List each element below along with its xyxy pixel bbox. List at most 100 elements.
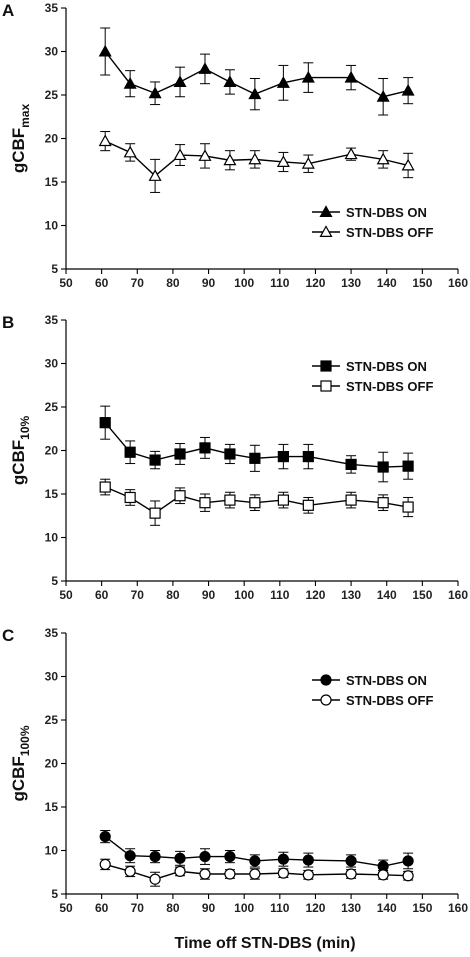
series-off [99, 858, 414, 887]
data-point [402, 501, 414, 513]
x-tick-label: 150 [412, 588, 432, 602]
legend-marker [320, 380, 332, 392]
y-tick-label: 15 [45, 487, 59, 501]
series-on [99, 405, 414, 483]
data-point [149, 873, 161, 885]
data-point [124, 850, 136, 862]
panel-a: 5 10 15 20 25 30 35 50 60 70 80 90 100 110 120 130 140 15… [2, 1, 468, 290]
data-point [277, 867, 289, 879]
data-point [249, 855, 261, 867]
panel-label: B [2, 313, 14, 332]
y-tick-label: 15 [45, 175, 59, 189]
data-point [149, 850, 161, 863]
data-point [345, 855, 357, 867]
x-tick-label: 60 [95, 901, 109, 915]
y-tick-label: 30 [45, 357, 59, 371]
x-tick-label: 140 [377, 901, 397, 915]
data-point [99, 417, 111, 429]
data-point [344, 70, 358, 83]
data-point [173, 75, 187, 87]
y-tick-label: 10 [45, 844, 59, 858]
data-point [402, 855, 414, 867]
data-point [224, 494, 236, 506]
data-point [376, 90, 390, 102]
data-point [224, 448, 236, 460]
series-line [104, 51, 409, 98]
chart-panels: 5 10 15 20 25 30 35 50 60 70 80 90 100 110 120 130 140 15… [2, 1, 468, 915]
x-tick-label: 130 [341, 901, 361, 915]
x-tick-label: 100 [234, 588, 254, 602]
data-point [123, 76, 137, 89]
y-tick-label: 5 [51, 574, 58, 588]
data-point [174, 865, 186, 877]
legend: STN-DBS ON STN-DBS OFF [312, 673, 433, 708]
y-tick-label: 25 [45, 400, 59, 414]
y-tick-label: 15 [45, 800, 59, 814]
y-tick-label: 20 [45, 444, 59, 458]
legend-marker [319, 225, 333, 237]
data-point [124, 446, 136, 458]
x-tick-label: 150 [412, 901, 432, 915]
data-point [345, 494, 357, 506]
x-tick-label: 80 [166, 901, 180, 915]
x-tick-label: 90 [202, 901, 216, 915]
data-point [223, 153, 237, 166]
series-on [98, 27, 415, 116]
data-point [248, 87, 262, 100]
y-tick-label: 5 [51, 887, 58, 901]
legend-label: STN-DBS OFF [346, 379, 433, 394]
series-on [99, 829, 414, 873]
data-point [377, 497, 389, 509]
data-point [302, 869, 314, 881]
y-tick-label: 35 [45, 1, 59, 15]
x-axis-label: Time off STN-DBS (min) [174, 935, 355, 952]
data-point [124, 491, 136, 504]
x-tick-label: 100 [234, 901, 254, 915]
data-point [98, 44, 112, 57]
data-point [124, 865, 136, 877]
x-tick-label: 160 [448, 901, 468, 915]
data-point [277, 853, 289, 865]
x-tick-label: 110 [270, 588, 290, 602]
x-tick-label: 60 [95, 588, 109, 602]
data-point [224, 868, 236, 880]
data-point [99, 830, 111, 843]
data-point [98, 134, 112, 147]
x-tick-label: 120 [305, 588, 325, 602]
x-tick-label: 140 [377, 276, 397, 290]
data-point [223, 75, 237, 87]
data-point [199, 868, 211, 880]
data-point [302, 854, 314, 866]
x-tick-label: 160 [448, 588, 468, 602]
data-point [249, 497, 261, 509]
x-tick-label: 70 [131, 901, 145, 915]
y-tick-label: 25 [45, 713, 59, 727]
data-point [248, 152, 262, 165]
x-tick-label: 80 [166, 276, 180, 290]
data-point [344, 147, 358, 160]
y-tick-label: 20 [45, 132, 59, 146]
data-point [199, 442, 211, 454]
data-point [99, 481, 111, 493]
legend: STN-DBS ON STN-DBS OFF [312, 205, 433, 240]
data-point [249, 452, 261, 464]
y-axis-label: gCBFmax [9, 104, 32, 174]
data-point [148, 86, 162, 99]
legend-marker [320, 694, 332, 706]
x-tick-label: 120 [305, 276, 325, 290]
x-tick-label: 150 [412, 276, 432, 290]
y-tick-label: 20 [45, 757, 59, 771]
data-point [302, 499, 314, 511]
data-point [377, 461, 389, 473]
data-point [376, 152, 390, 165]
data-point [277, 494, 289, 506]
x-tick-label: 90 [202, 588, 216, 602]
panel-b: 5 10 15 20 25 30 35 50 60 70 80 90 100 110 120 130 140 15… [2, 313, 468, 602]
y-tick-label: 30 [45, 45, 59, 59]
x-tick-label: 50 [59, 276, 73, 290]
data-point [173, 148, 187, 161]
panel-label: C [2, 626, 14, 645]
legend-label: STN-DBS ON [346, 359, 427, 374]
data-point [276, 155, 290, 167]
data-point [199, 850, 211, 863]
